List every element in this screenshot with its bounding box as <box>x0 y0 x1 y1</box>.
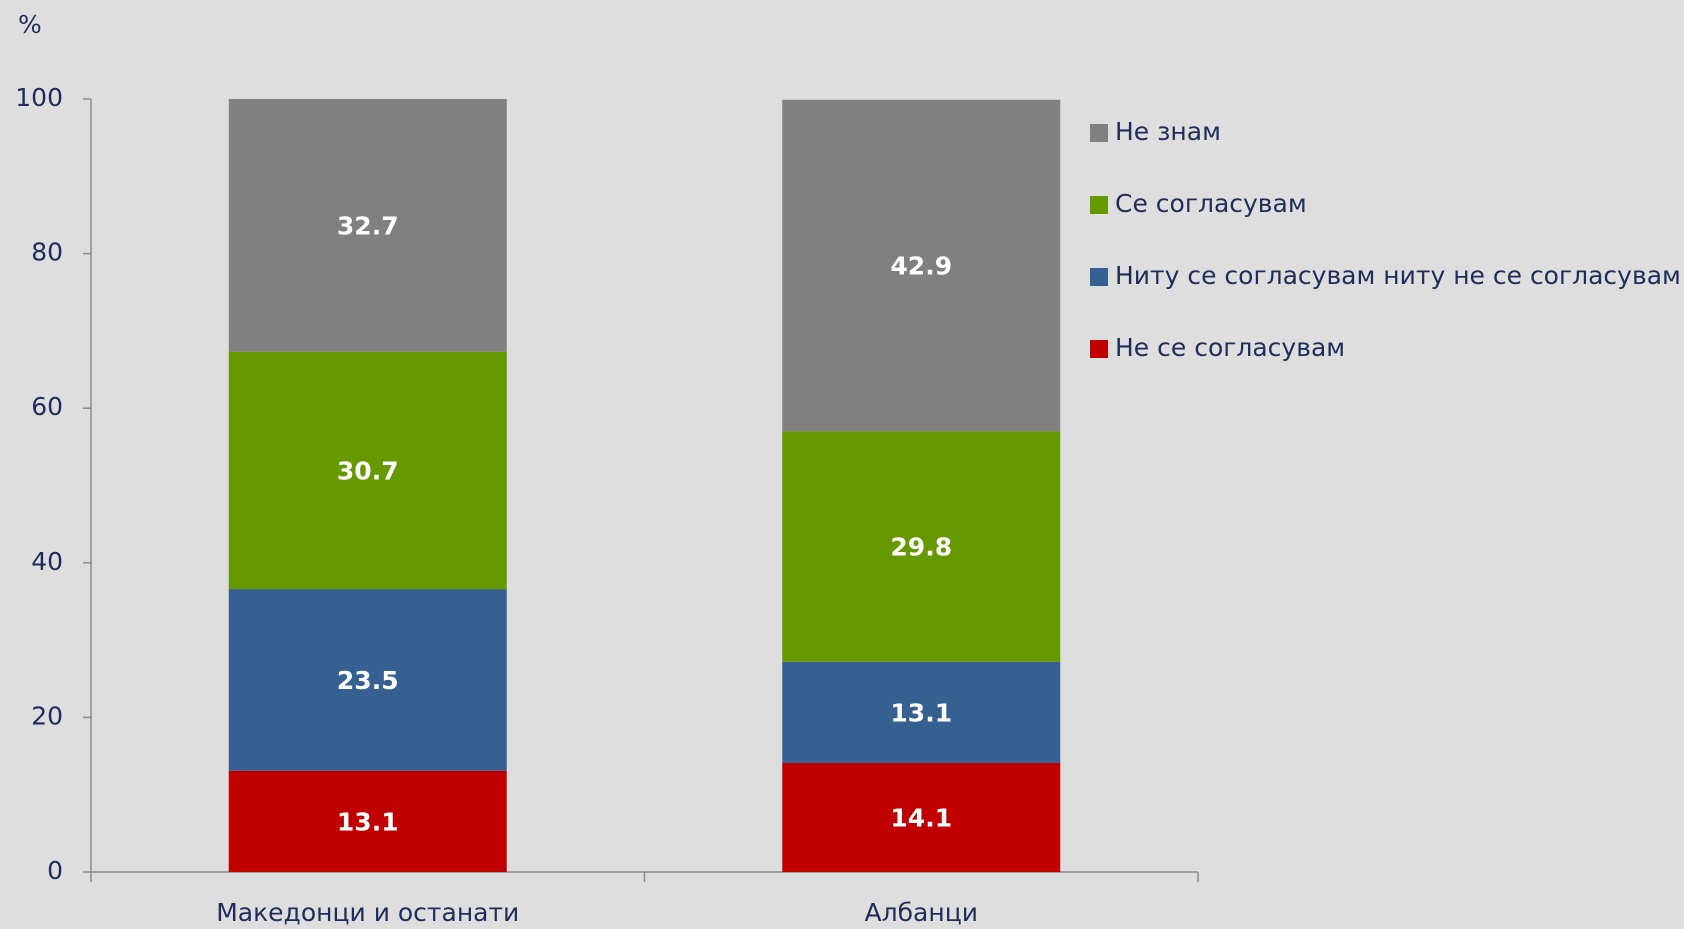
value-label: 14.1 <box>890 804 952 833</box>
legend-label: Ниту се согласувам ниту не се согласувам <box>1115 261 1681 290</box>
legend-label: Не знам <box>1115 117 1221 146</box>
y-tick-label: 80 <box>31 238 63 267</box>
legend-label: Не се согласувам <box>1115 333 1345 362</box>
legend-swatch <box>1090 196 1108 214</box>
legend-swatch <box>1090 268 1108 286</box>
bar-segment <box>782 661 1061 764</box>
value-label: 13.1 <box>890 698 952 727</box>
x-tick-label: Македонци и останати <box>216 898 519 927</box>
legend-swatch <box>1090 124 1108 142</box>
value-label: 13.1 <box>337 807 399 836</box>
bar-segment <box>782 763 1061 872</box>
y-tick-label: 0 <box>47 856 63 885</box>
bar-segment <box>782 99 1061 432</box>
value-label: 23.5 <box>337 666 399 695</box>
value-label: 32.7 <box>337 211 399 240</box>
value-label: 42.9 <box>890 252 952 281</box>
bar-segment <box>782 431 1061 662</box>
bar-segment <box>228 770 507 872</box>
x-tick-label: Албанци <box>865 898 978 927</box>
value-label: 30.7 <box>337 456 399 485</box>
y-tick-label: 100 <box>15 83 63 112</box>
y-axis-label: % <box>18 10 42 39</box>
value-label: 29.8 <box>890 533 952 562</box>
legend-label: Се согласувам <box>1115 189 1307 218</box>
bar-segment <box>228 589 507 771</box>
legend-swatch <box>1090 340 1108 358</box>
bar-segment <box>228 99 507 352</box>
y-tick-label: 60 <box>31 392 63 421</box>
bar-segment <box>228 351 507 590</box>
y-tick-label: 20 <box>31 701 63 730</box>
y-tick-label: 40 <box>31 547 63 576</box>
